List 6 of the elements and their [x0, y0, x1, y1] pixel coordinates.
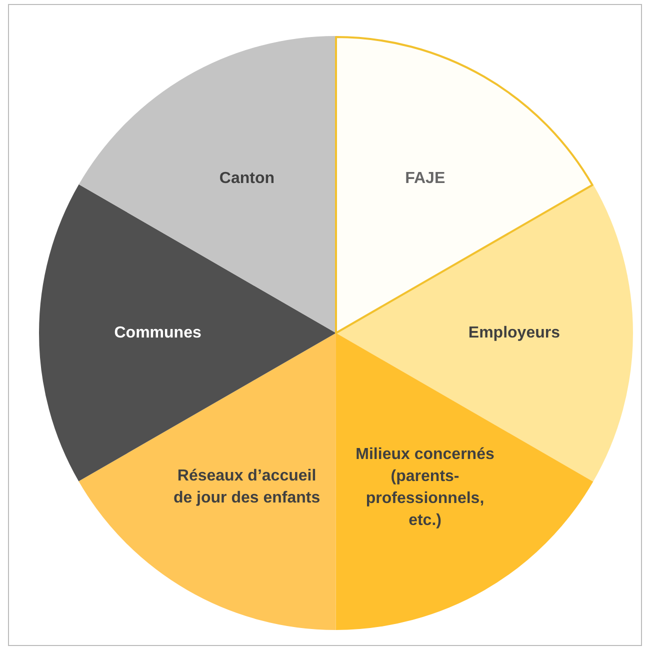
- slice-label: Canton: [219, 170, 274, 188]
- slice-label: Réseaux d’accueil de jour des enfants: [173, 468, 320, 507]
- slice-label: Communes: [114, 324, 202, 342]
- slice-label: Milieux concernés (parents-professionnels, etc.): [356, 446, 494, 529]
- slice-label: FAJE: [405, 170, 446, 188]
- slice-label: Employeurs: [468, 324, 560, 342]
